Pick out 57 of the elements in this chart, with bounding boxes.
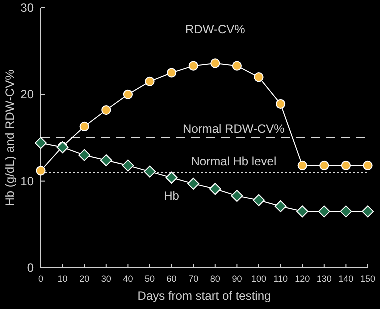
y-tick-label: 30	[20, 1, 34, 15]
x-tick-label: 120	[295, 274, 310, 284]
x-tick-label: 100	[251, 274, 267, 284]
x-tick-label: 70	[188, 274, 199, 284]
point	[340, 206, 352, 218]
point	[276, 99, 286, 109]
x-tick-label: 0	[38, 274, 44, 284]
x-tick-label: 140	[338, 274, 354, 284]
x-tick-label: 90	[232, 274, 242, 284]
y-axis-title: Hb (g/dL) and RDW-CV%	[3, 69, 17, 206]
point	[80, 122, 90, 132]
point	[231, 190, 244, 202]
x-axis-title: Days from start of testing	[138, 289, 272, 303]
point	[188, 61, 198, 71]
ref-line-label: Normal Hb level	[191, 154, 277, 169]
point	[144, 166, 156, 178]
point	[36, 166, 46, 176]
point	[167, 68, 177, 78]
y-tick-label: 10	[20, 174, 34, 188]
point	[363, 160, 373, 171]
y-tick-label: 20	[20, 88, 34, 102]
point	[102, 105, 112, 116]
point	[274, 200, 287, 212]
x-tick-label: 40	[123, 274, 134, 284]
x-tick-label: 110	[274, 274, 288, 284]
point	[56, 142, 69, 154]
point	[209, 183, 222, 196]
series-label: Hb	[164, 188, 180, 203]
point	[296, 206, 309, 218]
x-tick-label: 130	[316, 274, 332, 284]
point	[78, 149, 91, 162]
x-tick-label: 20	[80, 274, 90, 284]
point	[232, 61, 242, 71]
x-tick-label: 60	[166, 274, 177, 284]
point	[188, 178, 200, 190]
x-tick-label: 30	[101, 274, 112, 284]
point	[254, 72, 264, 82]
point	[341, 160, 351, 171]
point	[210, 58, 220, 68]
point	[122, 160, 134, 172]
point	[253, 194, 265, 206]
point	[320, 160, 330, 171]
point	[35, 137, 47, 150]
x-tick-label: 150	[360, 274, 376, 284]
point	[123, 90, 133, 100]
point	[298, 160, 308, 171]
point	[318, 206, 330, 218]
text: RDW-CV%	[186, 22, 246, 36]
point	[145, 76, 155, 86]
x-tick-label: 80	[210, 274, 220, 284]
ref-line-label: Normal RDW-CV%	[183, 122, 286, 136]
x-tick-label: 50	[144, 274, 156, 284]
point	[100, 154, 112, 167]
y-tick-label: 0	[27, 261, 34, 275]
point	[362, 206, 374, 218]
x-tick-label: 10	[58, 274, 68, 284]
point	[166, 172, 178, 184]
